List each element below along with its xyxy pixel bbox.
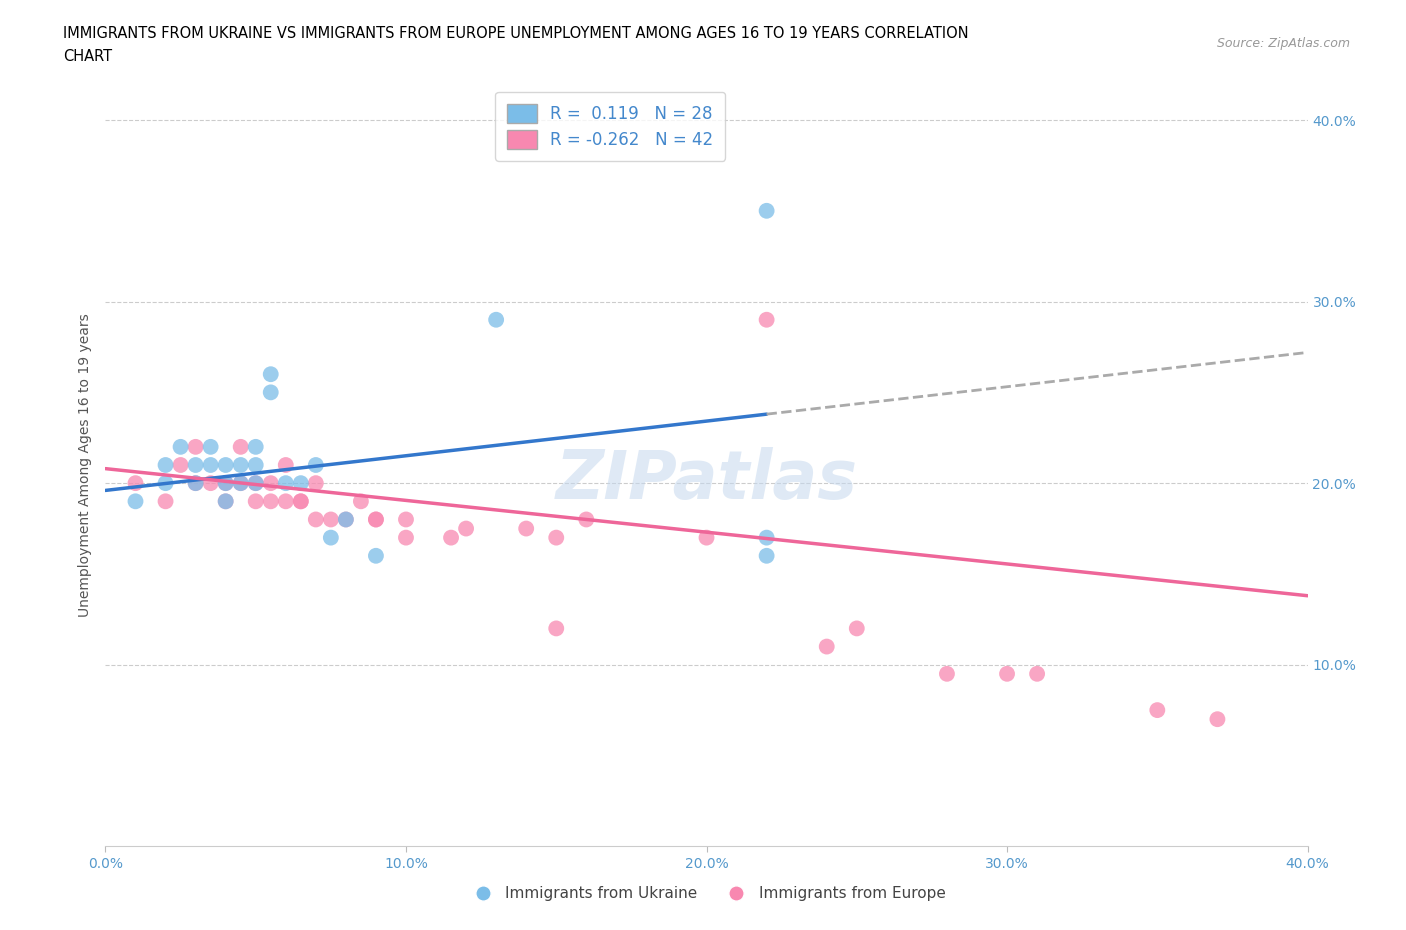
Point: [245, 458, 267, 472]
Point: [696, 530, 718, 545]
Point: [184, 458, 207, 472]
Point: [229, 476, 252, 491]
Text: ZIPatlas: ZIPatlas: [555, 447, 858, 513]
Point: [364, 512, 387, 527]
Point: [229, 476, 252, 491]
Point: [200, 458, 222, 472]
Point: [454, 521, 477, 536]
Point: [200, 439, 222, 454]
Point: [124, 494, 146, 509]
Point: [995, 667, 1018, 682]
Point: [335, 512, 357, 527]
Point: [319, 530, 342, 545]
Point: [214, 494, 236, 509]
Point: [184, 439, 207, 454]
Point: [245, 439, 267, 454]
Point: [546, 621, 568, 636]
Point: [1206, 711, 1229, 726]
Point: [260, 366, 283, 381]
Point: [214, 476, 236, 491]
Point: [260, 385, 283, 400]
Point: [245, 494, 267, 509]
Point: [245, 476, 267, 491]
Point: [936, 667, 959, 682]
Point: [485, 312, 508, 327]
Point: [260, 494, 283, 509]
Point: [755, 530, 778, 545]
Point: [1026, 667, 1049, 682]
Y-axis label: Unemployment Among Ages 16 to 19 years: Unemployment Among Ages 16 to 19 years: [79, 313, 93, 617]
Point: [214, 494, 236, 509]
Point: [755, 549, 778, 564]
Point: [440, 530, 463, 545]
Point: [305, 512, 328, 527]
Point: [755, 312, 778, 327]
Point: [290, 476, 312, 491]
Point: [200, 476, 222, 491]
Point: [305, 476, 328, 491]
Point: [395, 512, 418, 527]
Point: [214, 458, 236, 472]
Point: [335, 512, 357, 527]
Point: [229, 458, 252, 472]
Point: [184, 476, 207, 491]
Text: CHART: CHART: [63, 49, 112, 64]
Point: [169, 439, 191, 454]
Point: [546, 530, 568, 545]
Point: [815, 639, 838, 654]
Point: [124, 476, 146, 491]
Text: IMMIGRANTS FROM UKRAINE VS IMMIGRANTS FROM EUROPE UNEMPLOYMENT AMONG AGES 16 TO : IMMIGRANTS FROM UKRAINE VS IMMIGRANTS FR…: [63, 26, 969, 41]
Point: [274, 476, 297, 491]
Point: [274, 458, 297, 472]
Text: Source: ZipAtlas.com: Source: ZipAtlas.com: [1216, 37, 1350, 50]
Point: [260, 476, 283, 491]
Point: [229, 439, 252, 454]
Point: [515, 521, 537, 536]
Point: [274, 494, 297, 509]
Point: [169, 458, 191, 472]
Point: [155, 476, 177, 491]
Point: [184, 476, 207, 491]
Point: [1146, 703, 1168, 718]
Point: [395, 530, 418, 545]
Point: [155, 458, 177, 472]
Point: [305, 458, 328, 472]
Point: [575, 512, 598, 527]
Point: [214, 476, 236, 491]
Point: [290, 494, 312, 509]
Point: [350, 494, 373, 509]
Point: [155, 494, 177, 509]
Legend: Immigrants from Ukraine, Immigrants from Europe: Immigrants from Ukraine, Immigrants from…: [461, 880, 952, 908]
Point: [845, 621, 868, 636]
Point: [319, 512, 342, 527]
Point: [290, 494, 312, 509]
Point: [245, 476, 267, 491]
Point: [364, 512, 387, 527]
Point: [364, 549, 387, 564]
Point: [755, 204, 778, 219]
